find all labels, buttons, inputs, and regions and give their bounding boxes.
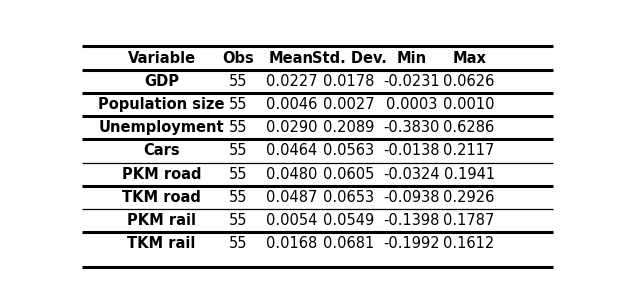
Text: Population size: Population size	[99, 97, 225, 112]
Text: -0.3830: -0.3830	[383, 120, 440, 135]
Text: 0.1787: 0.1787	[443, 213, 495, 228]
Text: 0.0046: 0.0046	[265, 97, 317, 112]
Text: 0.2089: 0.2089	[323, 120, 374, 135]
Text: Max: Max	[452, 51, 486, 66]
Text: 0.0487: 0.0487	[265, 190, 317, 205]
Text: 55: 55	[229, 190, 248, 205]
Text: 0.0227: 0.0227	[265, 74, 317, 89]
Text: 55: 55	[229, 213, 248, 228]
Text: GDP: GDP	[144, 74, 179, 89]
Text: 0.0681: 0.0681	[324, 236, 374, 251]
Text: 0.0054: 0.0054	[265, 213, 317, 228]
Text: 0.0168: 0.0168	[266, 236, 317, 251]
Text: -0.1992: -0.1992	[383, 236, 440, 251]
Text: -0.1398: -0.1398	[383, 213, 440, 228]
Text: -0.0324: -0.0324	[383, 167, 440, 182]
Text: 0.0010: 0.0010	[443, 97, 495, 112]
Text: Unemployment: Unemployment	[99, 120, 224, 135]
Text: 0.0480: 0.0480	[265, 167, 317, 182]
Text: Min: Min	[396, 51, 427, 66]
Text: TKM road: TKM road	[122, 190, 201, 205]
Text: Mean: Mean	[269, 51, 314, 66]
Text: PKM road: PKM road	[122, 167, 202, 182]
Text: 55: 55	[229, 144, 248, 158]
Text: 0.0178: 0.0178	[323, 74, 374, 89]
Text: Std. Dev.: Std. Dev.	[311, 51, 386, 66]
Text: -0.0138: -0.0138	[383, 144, 440, 158]
Text: 0.2117: 0.2117	[443, 144, 495, 158]
Text: Cars: Cars	[143, 144, 180, 158]
Text: TKM rail: TKM rail	[127, 236, 196, 251]
Text: 0.0464: 0.0464	[266, 144, 317, 158]
Text: 0.0605: 0.0605	[323, 167, 374, 182]
Text: 55: 55	[229, 120, 248, 135]
Text: 0.0549: 0.0549	[324, 213, 374, 228]
Text: 0.1941: 0.1941	[443, 167, 495, 182]
Text: PKM rail: PKM rail	[127, 213, 196, 228]
Text: 0.0563: 0.0563	[324, 144, 374, 158]
Text: 0.0027: 0.0027	[323, 97, 375, 112]
Text: 0.0290: 0.0290	[265, 120, 317, 135]
Text: Variable: Variable	[128, 51, 196, 66]
Text: 0.0653: 0.0653	[324, 190, 374, 205]
Text: -0.0938: -0.0938	[383, 190, 440, 205]
Text: 0.6286: 0.6286	[443, 120, 495, 135]
Text: 55: 55	[229, 97, 248, 112]
Text: 55: 55	[229, 236, 248, 251]
Text: 0.0003: 0.0003	[386, 97, 437, 112]
Text: 0.1612: 0.1612	[443, 236, 495, 251]
Text: -0.0231: -0.0231	[383, 74, 440, 89]
Text: Obs: Obs	[223, 51, 254, 66]
Text: 0.2926: 0.2926	[443, 190, 495, 205]
Text: 55: 55	[229, 167, 248, 182]
Text: 0.0626: 0.0626	[443, 74, 495, 89]
Text: 55: 55	[229, 74, 248, 89]
